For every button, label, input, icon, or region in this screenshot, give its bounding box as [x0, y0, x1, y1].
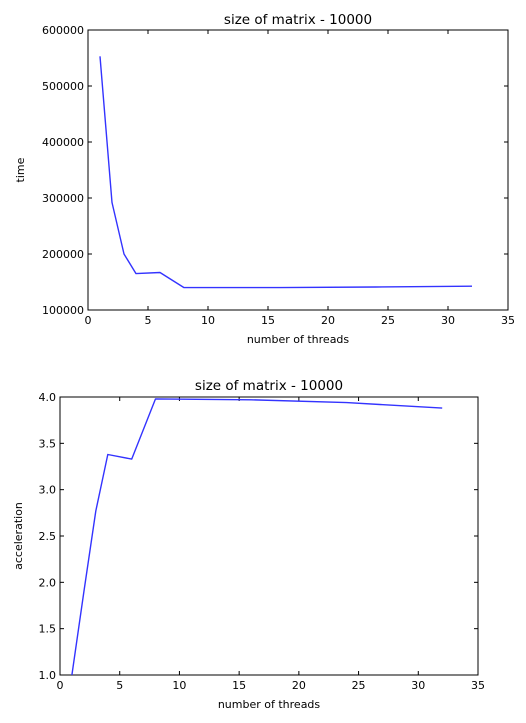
time-series — [99, 56, 473, 289]
acceleration-x-tick-label: 10 — [172, 679, 186, 692]
time-y-ticks: 100000 200000 300000 400000 500000 600000 — [42, 24, 508, 317]
time-plot-area — [87, 29, 509, 311]
time-y-axis-label: time — [14, 157, 27, 182]
time-chart-title: size of matrix - 10000 — [224, 12, 372, 28]
acceleration-y-tick-label: 2.0 — [39, 576, 57, 589]
acceleration-x-tick-label: 0 — [57, 679, 64, 692]
time-y-tick-label: 500000 — [42, 80, 84, 93]
acceleration-x-tick-label: 5 — [116, 679, 123, 692]
acceleration-y-tick-label: 3.5 — [39, 437, 57, 450]
acceleration-y-tick-label: 1.0 — [39, 669, 57, 682]
time-x-tick-label: 5 — [145, 314, 152, 327]
time-y-tick-label: 600000 — [42, 24, 84, 37]
acceleration-x-tick-label: 25 — [352, 679, 366, 692]
acceleration-y-ticks: 1.0 1.5 2.0 2.5 3.0 3.5 4.0 — [39, 391, 478, 682]
acceleration-x-ticks: 0 5 10 15 20 25 30 35 — [57, 397, 485, 692]
time-x-tick-label: 0 — [85, 314, 92, 327]
acceleration-x-tick-label: 20 — [292, 679, 306, 692]
time-chart: size of matrix - 10000 number of threads… — [14, 12, 515, 346]
acceleration-y-axis-label: acceleration — [12, 502, 25, 570]
acceleration-x-tick-label: 15 — [232, 679, 246, 692]
time-x-tick-label: 15 — [261, 314, 275, 327]
time-x-tick-label: 25 — [381, 314, 395, 327]
acceleration-y-tick-label: 1.5 — [39, 623, 57, 636]
acceleration-x-tick-label: 30 — [411, 679, 425, 692]
time-y-tick-label: 400000 — [42, 136, 84, 149]
acceleration-plot-area — [59, 396, 479, 676]
time-x-axis-label: number of threads — [247, 333, 350, 346]
time-x-tick-label: 30 — [441, 314, 455, 327]
time-x-tick-label: 20 — [321, 314, 335, 327]
time-x-ticks: 0 5 10 15 20 25 30 35 — [85, 30, 515, 327]
acceleration-chart: size of matrix - 10000 number of threads… — [12, 378, 485, 711]
acceleration-chart-title: size of matrix - 10000 — [195, 378, 343, 394]
acceleration-x-tick-label: 35 — [471, 679, 485, 692]
time-y-tick-label: 100000 — [42, 304, 84, 317]
time-series-line — [99, 56, 473, 289]
acceleration-y-tick-label: 3.0 — [39, 484, 57, 497]
acceleration-series-line — [71, 398, 443, 676]
time-y-tick-label: 200000 — [42, 248, 84, 261]
time-y-tick-label: 300000 — [42, 192, 84, 205]
time-x-tick-label: 10 — [201, 314, 215, 327]
acceleration-y-tick-label: 2.5 — [39, 530, 57, 543]
time-x-tick-label: 35 — [501, 314, 515, 327]
acceleration-y-tick-label: 4.0 — [39, 391, 57, 404]
acceleration-series — [71, 398, 443, 676]
acceleration-x-axis-label: number of threads — [218, 698, 321, 711]
